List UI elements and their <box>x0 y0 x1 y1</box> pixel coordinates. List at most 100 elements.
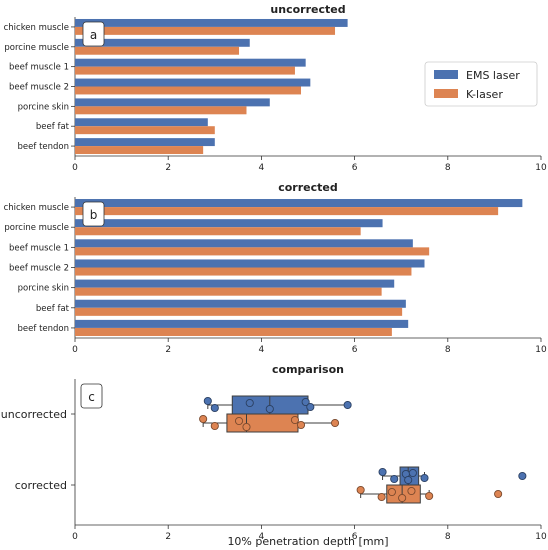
panel-b-bar-k <box>75 287 382 296</box>
panel-b-bar-k <box>75 227 361 236</box>
panel-c-point-ems <box>378 467 387 477</box>
legend: EMS laser K-laser <box>424 61 538 107</box>
panel-a-x-tick-label: 10 <box>535 163 547 173</box>
panel-c-point-k <box>210 421 219 431</box>
legend-label-ems: EMS laser <box>466 69 520 82</box>
panel-a-bar-k <box>75 126 215 135</box>
panel-c-point-k <box>356 485 365 495</box>
panel-a-category-label: beef tendon <box>18 142 69 152</box>
panel-a-x-tick-label: 6 <box>352 163 358 173</box>
panel-c-point-ems <box>306 402 315 412</box>
panel-a-label: a <box>82 21 105 47</box>
panel-b-bar-ems <box>75 299 406 308</box>
panel-c-category-label: uncorrected <box>1 408 67 421</box>
panel-a-x-tick-label: 2 <box>165 163 171 173</box>
panel-a-bar-ems <box>75 138 215 147</box>
panel-b-category-label: porcine muscle <box>4 223 69 233</box>
legend-swatch-ems <box>434 70 458 79</box>
panel-a-bar-k <box>75 146 204 155</box>
panel-a-category-label: beef fat <box>36 122 70 132</box>
svg-text:a: a <box>90 28 97 42</box>
panel-c-point-k <box>377 492 386 502</box>
panel-a-bar-k <box>75 46 240 55</box>
panel-a-category-label: chicken muscle <box>4 23 69 33</box>
panel-b-category-label: beef muscle 2 <box>9 264 69 274</box>
panel-b-x-tick-label: 4 <box>259 345 265 355</box>
panel-c-point-ems <box>408 468 417 478</box>
panel-c-point-k <box>242 422 251 432</box>
panel-b-x-tick-label: 2 <box>165 345 171 355</box>
panel-c-title: comparison <box>272 363 344 376</box>
panel-a-bar-ems <box>75 118 208 127</box>
panel-c-point-ems <box>404 475 413 485</box>
panel-c-label: c <box>80 383 103 409</box>
panel-b-bar-k <box>75 307 403 316</box>
panel-c-point-ems <box>390 474 399 484</box>
panel-c-point-ems <box>203 396 212 406</box>
panel-b-bar-k <box>75 267 412 276</box>
panel-b-bar-ems <box>75 259 425 268</box>
panel-a-bar-ems <box>75 38 250 47</box>
panel-b-x-tick-label: 8 <box>445 345 451 355</box>
panel-a-category-label: porcine skin <box>18 102 69 112</box>
panel-c-x-tick-label: 6 <box>352 532 358 542</box>
legend-label-k: K-laser <box>466 88 503 101</box>
panel-c-point-ems <box>265 404 274 414</box>
panel-b-category-label: chicken muscle <box>4 203 69 213</box>
panel-a-x-tick-label: 0 <box>72 163 78 173</box>
panel-b-bar-k <box>75 247 430 256</box>
panel-b-bar-k <box>75 207 499 216</box>
panel-c-point-k <box>387 487 396 497</box>
panel-b-label: b <box>82 201 105 227</box>
panel-c: 0 2 4 6 8 10 uncorrected corrected <box>1 379 547 542</box>
panel-a-bar-k <box>75 106 247 115</box>
panel-b-category-label: beef muscle 1 <box>9 243 69 253</box>
panel-a-bar-ems <box>75 58 306 67</box>
panel-c-point-k <box>290 415 300 425</box>
panel-b-bar-k <box>75 327 392 336</box>
svg-text:c: c <box>88 390 95 404</box>
panel-c-point-ems <box>518 471 527 481</box>
panel-a-bar-ems <box>75 18 348 27</box>
panel-c-point-k <box>199 414 208 424</box>
svg-text:b: b <box>90 208 98 222</box>
panel-c-x-tick-label: 0 <box>72 532 78 542</box>
panel-c-point-k <box>407 486 416 496</box>
panel-b-bar-ems <box>75 219 383 228</box>
panel-c-point-k <box>494 489 503 499</box>
panel-a-category-label: porcine muscle <box>4 43 69 53</box>
panel-a-category-label: beef muscle 2 <box>9 83 69 93</box>
panel-a-bar-ems <box>75 98 270 107</box>
panel-c-point-k <box>398 493 407 503</box>
panel-c-x-tick-label: 8 <box>445 532 451 542</box>
panel-c-point-k <box>425 491 434 501</box>
panel-b-title: corrected <box>278 181 338 194</box>
panel-a-bar-k <box>75 26 336 35</box>
panel-b-category-label: beef tendon <box>18 324 69 334</box>
panel-c-x-tick-label: 10 <box>535 532 547 542</box>
panel-c-point-ems <box>301 397 310 407</box>
panel-c-point-k <box>330 418 340 428</box>
panel-a-bar-k <box>75 66 295 75</box>
panel-a-x-tick-label: 8 <box>445 163 451 173</box>
panel-b-bar-ems <box>75 279 395 288</box>
panel-c-point-ems <box>210 403 219 413</box>
panel-a-title: uncorrected <box>270 3 345 16</box>
panel-c-point-k <box>234 416 244 426</box>
panel-c-point-k <box>296 420 306 430</box>
panel-b-category-label: porcine skin <box>18 284 69 294</box>
panel-a-bar-ems <box>75 78 311 87</box>
panel-b-category-label: beef fat <box>36 304 70 314</box>
panel-b-x-tick-label: 0 <box>72 345 78 355</box>
panel-c-point-ems <box>420 473 429 483</box>
panel-c-x-tick-label: 2 <box>165 532 171 542</box>
panel-c-point-ems <box>343 400 352 410</box>
panel-b: 0 2 4 6 8 10 chicken muscle porcine muscle beef … <box>4 197 547 355</box>
panel-b-x-tick-label: 10 <box>535 345 547 355</box>
panel-a-bar-k <box>75 86 302 95</box>
panel-a-x-tick-label: 4 <box>259 163 265 173</box>
x-axis-label: 10% penetration depth [mm] <box>227 535 388 548</box>
panel-c-point-ems <box>245 398 254 408</box>
legend-swatch-k <box>434 89 458 98</box>
